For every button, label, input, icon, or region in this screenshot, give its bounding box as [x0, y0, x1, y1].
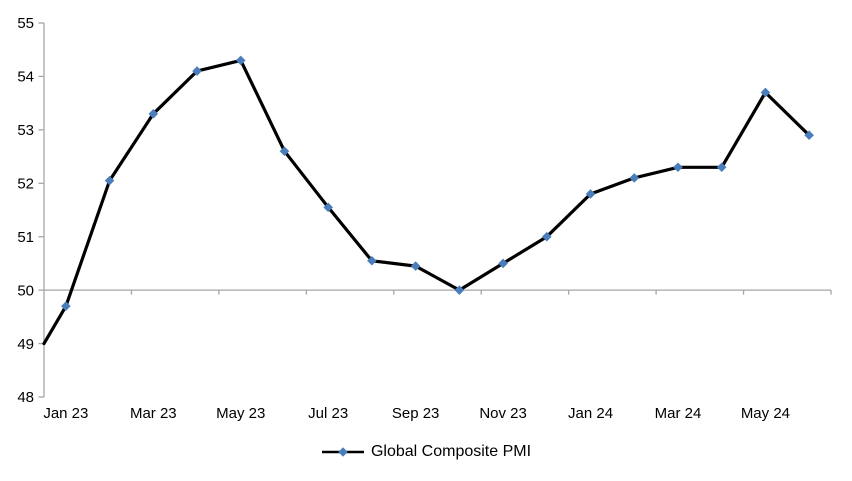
chart-legend: Global Composite PMI [0, 443, 852, 461]
x-axis-tick-label: Jul 23 [308, 405, 348, 422]
x-axis-tick-label: Mar 24 [655, 405, 702, 422]
x-axis-tick-label: May 23 [216, 405, 265, 422]
pmi-series-line [42, 58, 811, 346]
legend-line-marker-icon [321, 447, 364, 457]
data-point-marker [716, 162, 727, 173]
y-axis-tick-label: 51 [17, 229, 34, 246]
data-point-marker [760, 87, 771, 98]
data-point-marker [104, 175, 115, 186]
x-axis-tick-label: Jan 23 [43, 405, 88, 422]
data-point-marker [367, 255, 377, 266]
data-point-marker [585, 189, 596, 199]
x-axis-tick-label: Mar 23 [130, 405, 177, 422]
data-point-marker [804, 130, 814, 140]
data-point-marker [279, 146, 290, 157]
y-axis-tick-label: 50 [17, 282, 34, 299]
data-point-marker [673, 162, 683, 173]
data-point-marker [323, 202, 333, 213]
data-point-marker [192, 66, 202, 76]
x-axis-tick-label: Jan 24 [568, 405, 613, 422]
legend-diamond-marker-icon [338, 447, 348, 457]
data-point-marker [454, 285, 465, 295]
data-point-marker [542, 231, 552, 242]
data-point-marker [148, 109, 159, 119]
y-axis-tick-label: 53 [17, 122, 34, 139]
y-axis-tick-label: 52 [17, 175, 34, 192]
y-axis-tick-label: 55 [17, 15, 34, 32]
x-axis-tick-label: Sep 23 [392, 405, 440, 422]
data-point-marker [498, 258, 508, 269]
y-axis-tick-label: 54 [17, 69, 34, 86]
y-axis-tick-label: 48 [17, 389, 34, 406]
legend-label: Global Composite PMI [370, 443, 532, 460]
data-point-marker [61, 301, 71, 311]
y-axis-tick-label: 49 [17, 336, 34, 353]
data-point-marker [629, 173, 640, 183]
data-point-marker [410, 261, 421, 271]
x-axis-tick-label: May 24 [741, 405, 790, 422]
x-axis-tick-label: Nov 23 [479, 405, 527, 422]
data-point-marker [235, 55, 246, 66]
